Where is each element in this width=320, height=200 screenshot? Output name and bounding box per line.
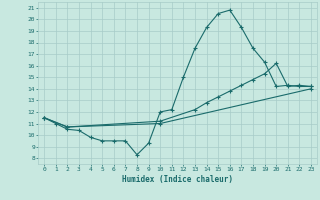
X-axis label: Humidex (Indice chaleur): Humidex (Indice chaleur) — [122, 175, 233, 184]
